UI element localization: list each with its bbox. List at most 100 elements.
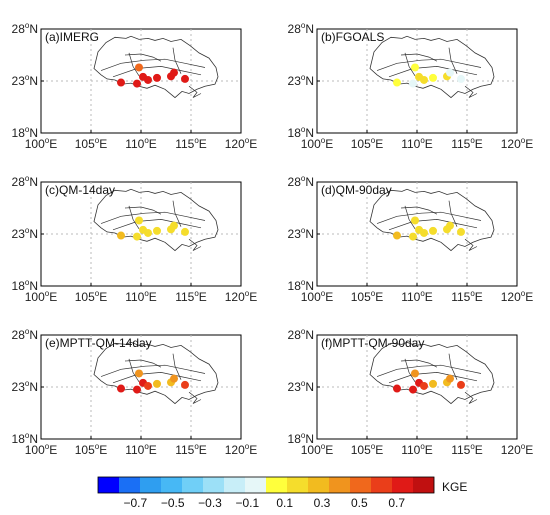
station-marker xyxy=(457,380,465,389)
x-tick-label: 105oE xyxy=(75,442,108,457)
x-tick-label: 110oE xyxy=(401,289,433,304)
river-line xyxy=(448,200,458,227)
panel-title: (d)QM-90day xyxy=(321,183,392,197)
station-marker xyxy=(457,74,465,83)
colorbar-swatch xyxy=(140,477,162,493)
station-marker xyxy=(393,78,401,87)
river-line xyxy=(100,364,206,377)
river-line xyxy=(124,206,162,215)
colorbar-swatch xyxy=(371,477,393,493)
river-line xyxy=(188,391,202,404)
station-marker xyxy=(133,385,141,394)
river-line xyxy=(400,206,438,215)
y-tick-label: 18oN xyxy=(12,278,38,293)
colorbar-swatch xyxy=(161,477,183,493)
y-tick-label: 18oN xyxy=(12,125,38,140)
colorbar-label: KGE xyxy=(442,480,467,494)
station-marker xyxy=(144,75,152,84)
x-tick-label: 105oE xyxy=(351,289,384,304)
x-tick-label: 105oE xyxy=(75,136,108,151)
river-line xyxy=(388,219,478,231)
y-tick-label: 18oN xyxy=(12,431,38,446)
river-line xyxy=(128,52,140,76)
colorbar-tick-label: −0.5 xyxy=(161,496,185,510)
colorbar-swatch xyxy=(392,477,414,493)
x-tick-label: 120oE xyxy=(501,289,534,304)
station-marker xyxy=(411,63,419,72)
y-tick-label: 23oN xyxy=(12,379,38,394)
station-marker xyxy=(170,68,178,77)
panel-title: (c)QM-14day xyxy=(45,183,115,197)
y-tick-label: 18oN xyxy=(288,431,314,446)
station-marker xyxy=(117,384,125,393)
station-marker xyxy=(429,379,437,388)
x-tick-label: 115oE xyxy=(175,289,207,304)
station-marker xyxy=(420,381,428,390)
station-marker xyxy=(429,226,437,235)
colorbar-swatch xyxy=(119,477,141,493)
colorbar-swatch xyxy=(224,477,246,493)
x-tick-label: 115oE xyxy=(451,136,483,151)
y-tick-label: 28oN xyxy=(12,174,38,189)
river-line xyxy=(376,364,482,377)
colorbar-swatch xyxy=(182,477,204,493)
x-tick-label: 110oE xyxy=(125,442,157,457)
colorbar-tick-label: 0.3 xyxy=(314,496,331,510)
river-line xyxy=(400,53,438,62)
station-marker xyxy=(411,216,419,225)
station-marker xyxy=(117,231,125,240)
y-tick-label: 18oN xyxy=(288,278,314,293)
x-tick-label: 100oE xyxy=(25,136,58,151)
x-tick-label: 110oE xyxy=(401,136,433,151)
station-marker xyxy=(181,227,189,236)
station-marker xyxy=(153,379,161,388)
y-tick-label: 28oN xyxy=(288,21,314,36)
colorbar-tick-label: 0.1 xyxy=(276,496,293,510)
y-tick-label: 28oN xyxy=(12,21,38,36)
river-line xyxy=(464,238,478,251)
x-tick-label: 100oE xyxy=(301,136,334,151)
colorbar-swatch xyxy=(203,477,225,493)
station-marker xyxy=(446,374,454,383)
station-marker xyxy=(446,68,454,77)
station-marker xyxy=(153,73,161,82)
river-line xyxy=(448,47,458,74)
river-line xyxy=(124,53,162,62)
colorbar-swatch xyxy=(266,477,288,493)
river-line xyxy=(400,359,438,368)
river-line xyxy=(100,211,206,224)
station-marker xyxy=(420,75,428,84)
x-tick-label: 100oE xyxy=(25,289,58,304)
x-tick-label: 105oE xyxy=(351,442,384,457)
colorbar-swatch xyxy=(287,477,309,493)
colorbar-swatch xyxy=(98,477,120,493)
panel-title: (b)FGOALS xyxy=(321,30,384,44)
station-marker xyxy=(133,232,141,241)
river-line xyxy=(172,200,182,227)
x-tick-label: 105oE xyxy=(75,289,108,304)
x-tick-label: 100oE xyxy=(301,289,334,304)
colorbar-tick-label: −0.1 xyxy=(235,496,259,510)
station-marker xyxy=(446,221,454,230)
colorbar-swatch xyxy=(350,477,372,493)
station-marker xyxy=(153,226,161,235)
station-marker xyxy=(409,232,417,241)
station-marker xyxy=(409,385,417,394)
x-tick-label: 110oE xyxy=(401,442,433,457)
river-line xyxy=(464,391,478,404)
colorbar-frame xyxy=(97,476,435,494)
station-marker xyxy=(181,74,189,83)
panel-title: (f)MPTT-QM-90day xyxy=(321,336,424,350)
colorbar-tick-label: −0.7 xyxy=(123,496,147,510)
y-tick-label: 23oN xyxy=(288,379,314,394)
x-tick-label: 110oE xyxy=(125,289,157,304)
river-line xyxy=(376,58,482,71)
x-tick-label: 120oE xyxy=(225,289,258,304)
river-line xyxy=(376,211,482,224)
x-tick-label: 100oE xyxy=(301,442,334,457)
river-line xyxy=(388,372,478,384)
station-marker xyxy=(144,381,152,390)
x-tick-label: 120oE xyxy=(225,136,258,151)
map-panel: 100oE 105oE 110oE 115oE 120oE 18oN 23oN 28oN (c)… xyxy=(12,174,258,304)
